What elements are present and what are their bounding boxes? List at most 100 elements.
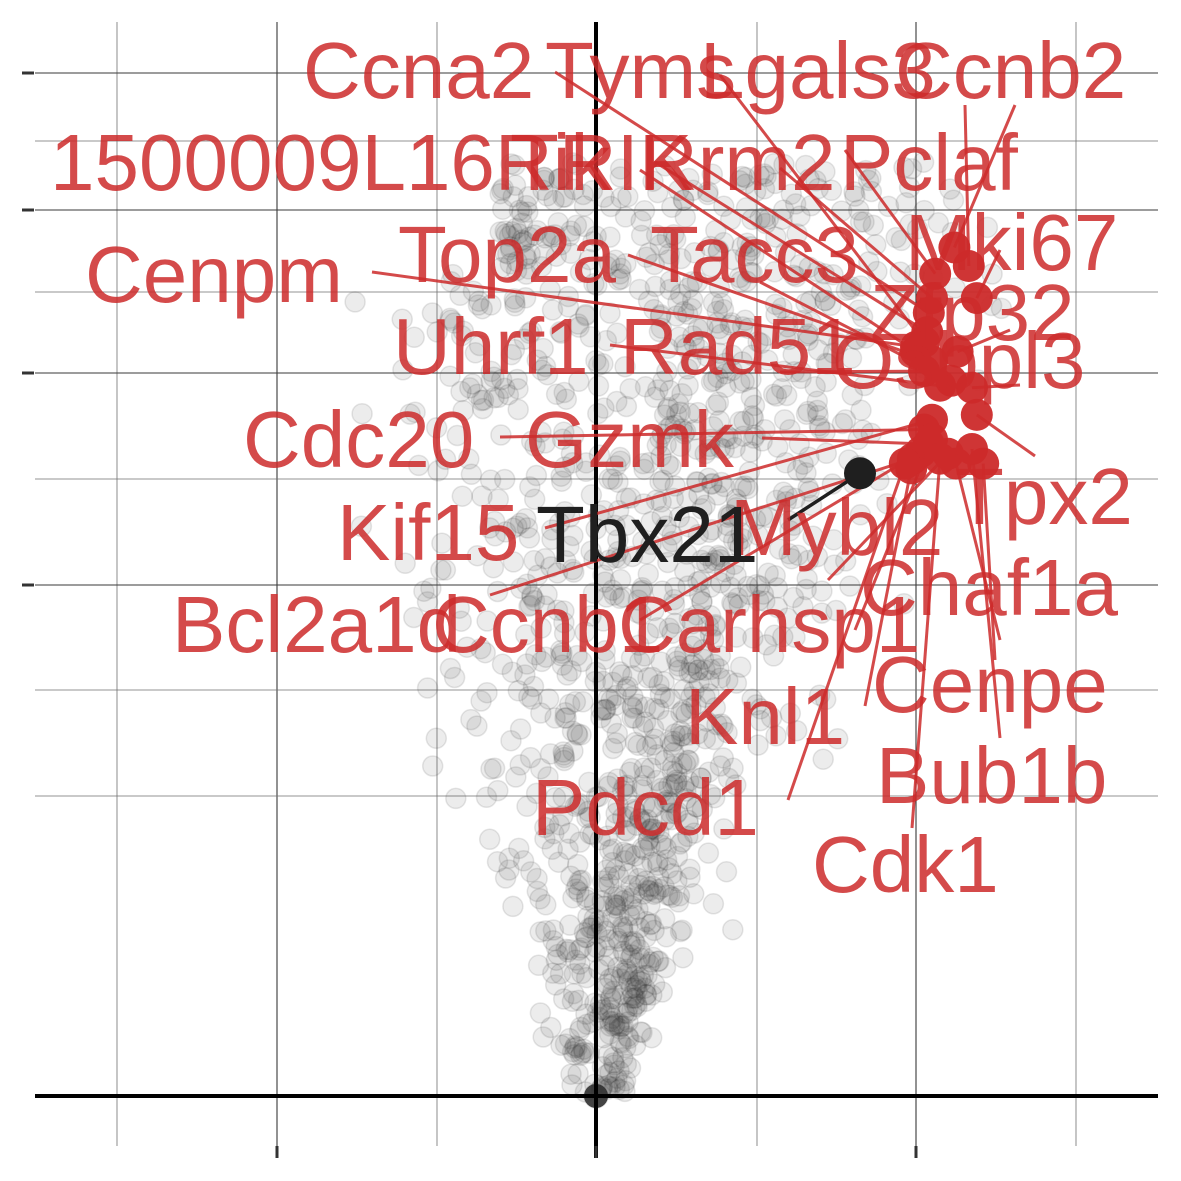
gene-point — [623, 987, 645, 1009]
gene-point — [599, 1061, 621, 1084]
gene-point — [544, 224, 566, 246]
gene-point — [648, 950, 670, 972]
gene-point — [641, 666, 664, 689]
gene-point — [661, 755, 684, 777]
gene-point — [659, 802, 682, 825]
gene-point — [588, 958, 610, 981]
gene-point — [613, 1002, 636, 1024]
gene-point — [606, 722, 629, 745]
gene-point — [618, 930, 641, 953]
gene-point — [490, 424, 512, 446]
gene-point — [518, 322, 541, 345]
gene-point — [629, 650, 651, 673]
gene-point — [730, 521, 752, 544]
connector-ccnb2 — [963, 104, 971, 267]
gene-point — [741, 688, 763, 710]
gene-point — [710, 323, 732, 346]
gene-point — [633, 764, 656, 787]
gene-point — [523, 589, 546, 612]
gene-point — [531, 650, 553, 673]
gene-point — [544, 707, 566, 729]
connector-cenpe — [981, 463, 997, 661]
gene-point — [514, 664, 536, 686]
gene-point — [792, 453, 814, 475]
gene-point — [543, 822, 565, 845]
gene-point — [475, 786, 498, 809]
gene-point — [603, 886, 625, 908]
gene-point — [822, 529, 845, 551]
gene-point — [811, 602, 833, 624]
gene-point — [702, 893, 725, 915]
gene-point — [740, 235, 762, 258]
gene-point — [655, 837, 677, 859]
gene-point — [495, 223, 518, 245]
gene-point — [568, 939, 590, 961]
gene-point — [688, 671, 710, 694]
gene-point — [699, 783, 722, 806]
gene-point — [721, 592, 743, 614]
gene-point — [620, 874, 642, 897]
gene-point — [722, 248, 745, 271]
gene-point — [615, 958, 638, 980]
gene-point — [604, 893, 626, 916]
gene-point — [811, 580, 833, 602]
gene-point — [687, 318, 709, 340]
gene-point — [597, 687, 619, 710]
gene-label-pdcd1: Pdcd1 — [532, 763, 759, 852]
gene-point-bub1b — [956, 433, 988, 465]
gene-point — [717, 669, 739, 692]
gene-point — [570, 869, 593, 891]
gene-point-zfp32 — [941, 335, 974, 368]
gene-point — [853, 211, 875, 233]
gene-point — [698, 669, 721, 692]
gene-point — [568, 370, 590, 393]
gene-point — [564, 691, 587, 713]
gene-point — [633, 458, 655, 481]
gene-point — [665, 403, 688, 426]
gene-point — [614, 850, 636, 872]
gene-point — [598, 1023, 621, 1045]
gene-point — [657, 453, 680, 475]
gene-point — [671, 383, 693, 405]
gene-point — [706, 300, 729, 323]
gene-point — [768, 538, 791, 560]
gene-point — [694, 727, 717, 750]
gene-point — [601, 906, 624, 929]
gene-point — [566, 722, 588, 745]
gene-point — [567, 313, 589, 335]
gene-point — [661, 622, 683, 645]
gene-point — [624, 977, 646, 999]
gene-point — [733, 370, 755, 393]
gene-point — [505, 259, 528, 282]
gene-point — [533, 166, 555, 189]
connector-knl1 — [863, 468, 913, 707]
gene-point — [734, 166, 757, 189]
gene-point — [609, 450, 632, 472]
gene-point — [526, 349, 548, 371]
gene-point — [536, 583, 558, 606]
gene-point — [558, 822, 580, 844]
gene-point — [570, 937, 593, 959]
gene-point — [624, 987, 647, 1009]
gene-point — [550, 470, 573, 492]
gene-point — [660, 808, 683, 831]
gene-point — [650, 445, 672, 467]
gene-point — [623, 882, 646, 905]
gene-point — [622, 984, 644, 1007]
gene-label-bub1b: Bub1b — [876, 731, 1107, 820]
gene-point — [827, 332, 850, 355]
gene-point — [673, 560, 696, 583]
connector-tyms — [718, 74, 926, 343]
gene-point — [550, 167, 572, 189]
gene-point — [702, 629, 725, 651]
gene-point — [434, 448, 457, 471]
gene-point — [625, 814, 648, 836]
gene-point-osbpl3 — [956, 371, 988, 404]
gene-point — [502, 517, 524, 539]
gene-point — [820, 179, 843, 202]
gene-point — [452, 320, 475, 342]
gene-point — [570, 724, 592, 746]
gene-point — [669, 435, 692, 457]
